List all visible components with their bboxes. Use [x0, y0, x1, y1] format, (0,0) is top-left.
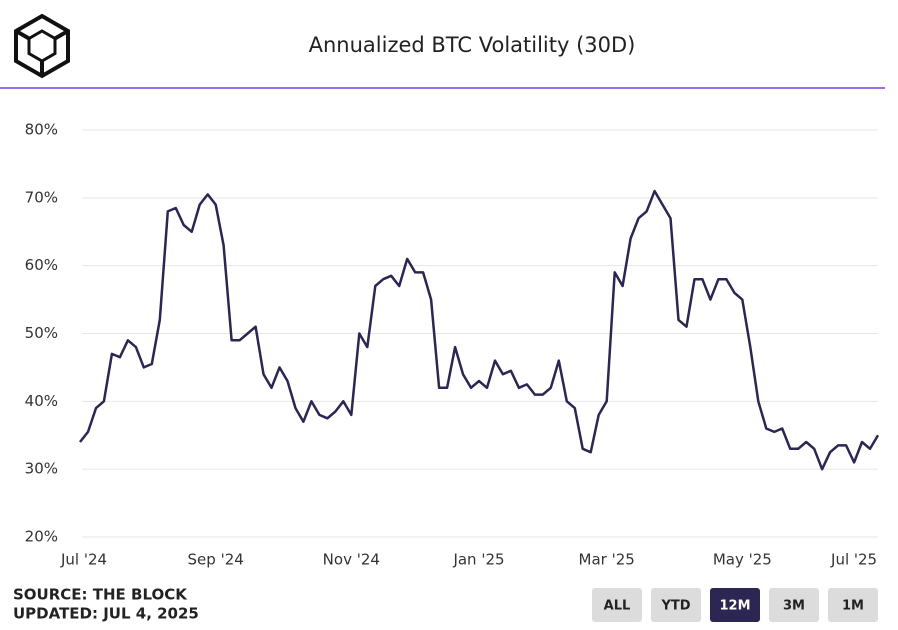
y-tick-label: 80% — [25, 121, 58, 139]
x-tick-label: Jul '25 — [830, 551, 877, 569]
source: SOURCE: THE BLOCK — [13, 586, 188, 604]
button-label: 3M — [783, 599, 805, 614]
line — [79, 189, 880, 471]
x-tick-label: Nov '24 — [323, 551, 380, 569]
button-label: 12M — [719, 599, 750, 614]
updated: UPDATED: JUL 4, 2025 — [13, 605, 199, 623]
logo — [14, 13, 70, 79]
x-tick-label: May '25 — [713, 551, 772, 569]
x-tick-label: Jul '24 — [60, 551, 107, 569]
button-bg — [828, 588, 878, 622]
range-button[interactable]: 3M — [769, 588, 819, 622]
button-bg — [592, 588, 642, 622]
button-label: YTD — [660, 599, 690, 614]
y-tick-label: 20% — [25, 528, 58, 546]
range-button[interactable]: 12M — [710, 588, 760, 622]
x-tick-label: Mar '25 — [579, 551, 635, 569]
range-button[interactable]: 1M — [828, 588, 878, 622]
y-tick-label: 60% — [25, 256, 58, 274]
button-bg — [769, 588, 819, 622]
y-tick-label: 50% — [25, 324, 58, 342]
x-tick-label: Jan '25 — [452, 551, 504, 569]
range-button[interactable]: ALL — [592, 588, 642, 622]
button-label: ALL — [604, 599, 631, 614]
x-tick-label: Sep '24 — [188, 551, 244, 569]
range-button[interactable]: YTD — [651, 588, 701, 622]
y-tick-label: 40% — [25, 392, 58, 410]
y-tick-label: 70% — [25, 188, 58, 206]
button-bg — [651, 588, 701, 622]
button-bg — [710, 588, 760, 622]
y-tick-label: 30% — [25, 460, 58, 478]
button-label: 1M — [842, 599, 864, 614]
chart-title: Annualized BTC Volatility (30D) — [309, 33, 636, 57]
